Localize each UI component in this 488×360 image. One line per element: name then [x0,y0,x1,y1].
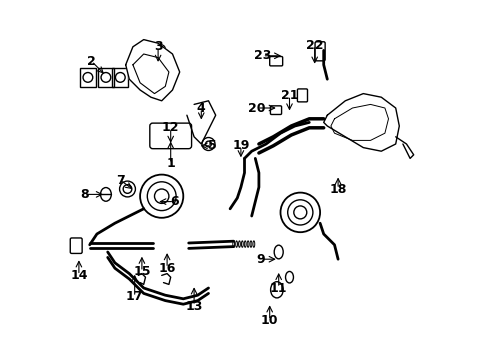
Text: 16: 16 [158,262,175,275]
Text: 17: 17 [126,291,143,303]
Text: 1: 1 [166,157,175,170]
Text: 23: 23 [253,49,271,62]
Text: 13: 13 [185,300,203,312]
Polygon shape [323,94,399,151]
Polygon shape [125,40,179,101]
Bar [80,68,96,87]
Text: 10: 10 [261,314,278,327]
Text: 9: 9 [256,253,264,266]
Text: 19: 19 [232,139,249,152]
Text: 4: 4 [197,102,205,114]
Text: 18: 18 [329,183,346,195]
Text: 21: 21 [280,89,298,102]
Text: 20: 20 [248,102,265,114]
Text: 6: 6 [170,195,178,208]
Text: 15: 15 [133,265,150,278]
Text: 5: 5 [207,139,216,152]
Bar [98,68,114,87]
Text: 3: 3 [153,40,162,53]
Text: 2: 2 [87,55,96,68]
Text: 22: 22 [305,39,323,51]
Text: 8: 8 [80,188,88,201]
Text: 14: 14 [70,269,87,282]
Text: 7: 7 [116,174,124,186]
Bar [112,68,128,87]
Text: 12: 12 [162,121,179,134]
Text: 11: 11 [269,282,287,294]
